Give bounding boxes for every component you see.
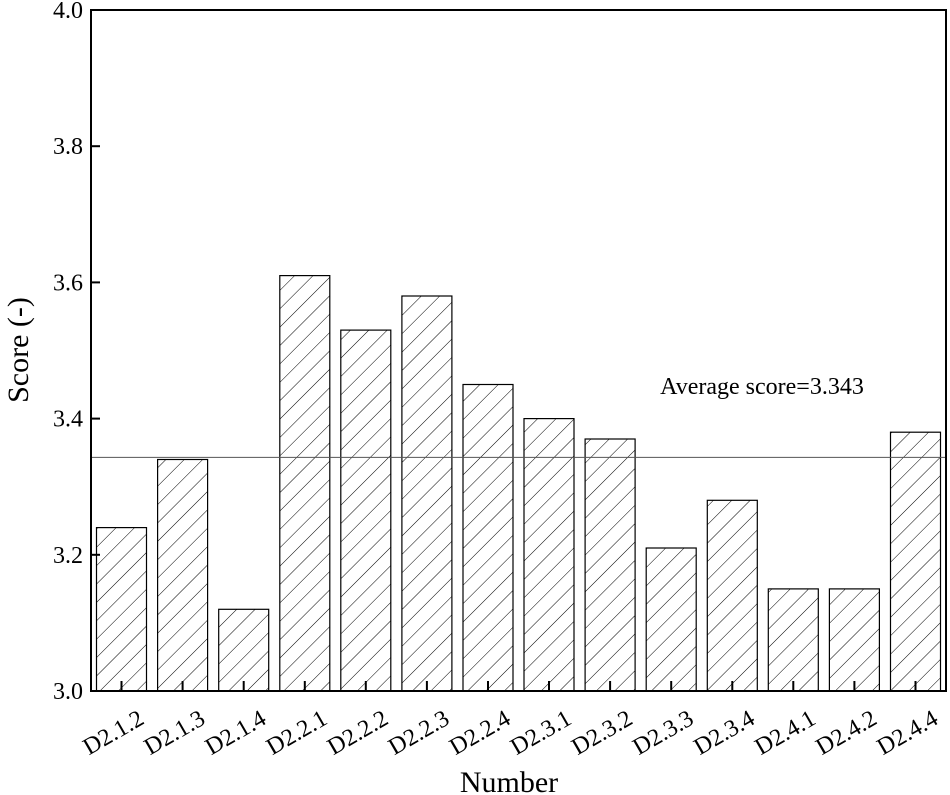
- bar-D2.1.3: [157, 458, 209, 692]
- bar-D2.3.1: [523, 418, 575, 692]
- y-tick-label: 3.8: [53, 134, 83, 160]
- bar-D2.2.1: [279, 275, 331, 692]
- bars-group: [95, 275, 942, 692]
- average-group: Average score=3.343: [91, 374, 946, 458]
- x-tick-label: D2.3.2: [568, 706, 638, 761]
- y-tick-label: 3.6: [53, 270, 83, 296]
- x-tick-label: D2.2.2: [323, 706, 393, 761]
- bar-D2.3.3: [645, 547, 697, 692]
- average-label: Average score=3.343: [660, 374, 864, 400]
- x-tick-label: D2.1.4: [201, 706, 271, 761]
- x-tick-label: D2.4.4: [873, 706, 943, 761]
- y-tick-label: 4.0: [53, 0, 83, 24]
- bar-D2.2.4: [462, 383, 514, 692]
- bar-D2.2.2: [340, 329, 392, 692]
- bar-D2.1.4: [218, 608, 270, 692]
- x-tick-label: D2.3.1: [506, 706, 576, 761]
- y-tick-label: 3.4: [53, 407, 83, 433]
- x-tick-label: D2.2.3: [384, 706, 454, 761]
- x-tick-label: D2.2.1: [262, 706, 332, 761]
- x-tick-label: D2.4.2: [812, 706, 882, 761]
- bar-D2.3.4: [706, 499, 758, 692]
- bar-D2.3.2: [584, 438, 636, 692]
- bar-D2.4.1: [767, 588, 819, 692]
- x-axis-title: Number: [460, 766, 558, 795]
- plot-frame: [90, 9, 947, 692]
- bar-D2.1.2: [95, 526, 148, 692]
- y-tick-label: 3.0: [53, 679, 83, 705]
- bar-D2.4.4: [889, 431, 942, 692]
- x-tick-label: D2.2.4: [445, 706, 515, 761]
- bar-D2.4.2: [828, 588, 881, 692]
- x-tick-label: D2.3.3: [629, 706, 699, 761]
- x-tick-label: D2.4.1: [751, 706, 821, 761]
- y-tick-label: 3.2: [53, 543, 83, 569]
- y-axis-title: Score (-): [2, 297, 35, 403]
- x-tick-label: D2.1.3: [140, 706, 210, 761]
- bar-D2.2.3: [401, 295, 453, 692]
- x-tick-label: D2.1.2: [79, 706, 149, 761]
- x-tick-label: D2.3.4: [690, 706, 760, 761]
